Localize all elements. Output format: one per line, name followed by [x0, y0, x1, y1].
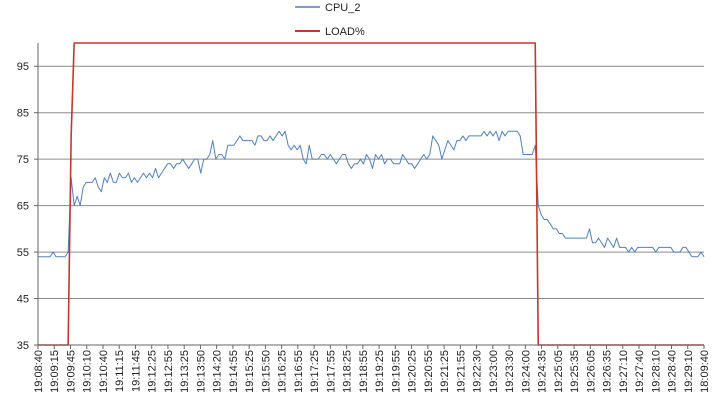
x-tick-label: 19:08:40 [33, 350, 45, 393]
x-tick-label: 19:26:35 [602, 350, 614, 393]
x-tick-label: 19:23:30 [504, 350, 516, 393]
x-tick-label: 18:09:40 [699, 350, 711, 393]
x-tick-label: 19:20:55 [423, 350, 435, 393]
legend-label: CPU_2 [325, 2, 360, 14]
x-tick-label: 19:16:25 [277, 350, 289, 393]
x-tick-label: 19:25:05 [553, 350, 565, 393]
x-tick-label: 19:27:10 [618, 350, 630, 393]
x-tick-label: 19:25:35 [569, 350, 581, 393]
x-tick-label: 19:14:20 [212, 350, 224, 393]
x-tick-label: 19:09:45 [65, 350, 77, 393]
x-tick-label: 19:29:10 [683, 350, 695, 393]
x-tick-label: 19:23:00 [488, 350, 500, 393]
x-tick-label: 19:15:50 [260, 350, 272, 393]
series-line-load- [38, 42, 704, 346]
x-tick-label: 19:17:25 [309, 350, 321, 393]
x-tick-label: 19:15:25 [244, 350, 256, 393]
gridlines [38, 65, 704, 300]
x-tick-label: 19:14:55 [228, 350, 240, 393]
x-tick-label: 19:28:40 [667, 350, 679, 393]
legend-label: LOAD% [325, 26, 365, 38]
y-tick-label: 75 [17, 154, 29, 166]
y-tick-label: 95 [17, 61, 29, 73]
x-tick-label: 19:24:00 [520, 350, 532, 393]
x-tick-label: 19:18:55 [358, 350, 370, 393]
x-tick-label: 19:10:10 [82, 350, 94, 393]
x-tick-label: 19:19:25 [374, 350, 386, 393]
y-axis-ticks: 35 45 55 65 75 85 95 [17, 61, 38, 352]
y-tick-label: 35 [17, 340, 29, 352]
series-line-cpu-2 [38, 130, 705, 258]
y-tick-label: 55 [17, 247, 29, 259]
x-tick-label: 19:13:50 [195, 350, 207, 393]
x-tick-label: 19:11:45 [130, 350, 142, 392]
x-tick-label: 19:10:40 [98, 350, 110, 393]
y-tick-label: 85 [17, 108, 29, 120]
x-tick-label: 19:16:55 [293, 350, 305, 393]
x-tick-label: 19:24:35 [537, 350, 549, 393]
x-tick-label: 19:19:55 [390, 350, 402, 393]
x-tick-label: 19:26:05 [585, 350, 597, 393]
x-tick-label: 19:12:25 [147, 350, 159, 393]
x-tick-label: 19:11:15 [114, 350, 126, 392]
x-tick-label: 19:28:10 [650, 350, 662, 393]
x-tick-label: 19:20:25 [407, 350, 419, 393]
x-tick-label: 19:17:55 [325, 350, 337, 393]
x-tick-label: 19:13:25 [179, 350, 191, 393]
x-tick-label: 19:21:25 [439, 350, 451, 393]
y-tick-label: 65 [17, 201, 29, 213]
x-axis-ticks: 19:08:40 19:09:15 19:09:45 19:10:10 19:10:40… [33, 345, 711, 393]
x-tick-label: 19:27:40 [634, 350, 646, 393]
x-tick-label: 19:21:55 [455, 350, 467, 393]
x-tick-label: 19:18:25 [342, 350, 354, 393]
x-tick-label: 19:09:15 [49, 350, 61, 393]
x-tick-label: 19:22:30 [472, 350, 484, 393]
series-lines [38, 42, 705, 346]
x-tick-label: 19:12:55 [163, 350, 175, 393]
y-tick-label: 45 [17, 294, 29, 306]
legend: CPU_2 LOAD% [295, 2, 365, 38]
